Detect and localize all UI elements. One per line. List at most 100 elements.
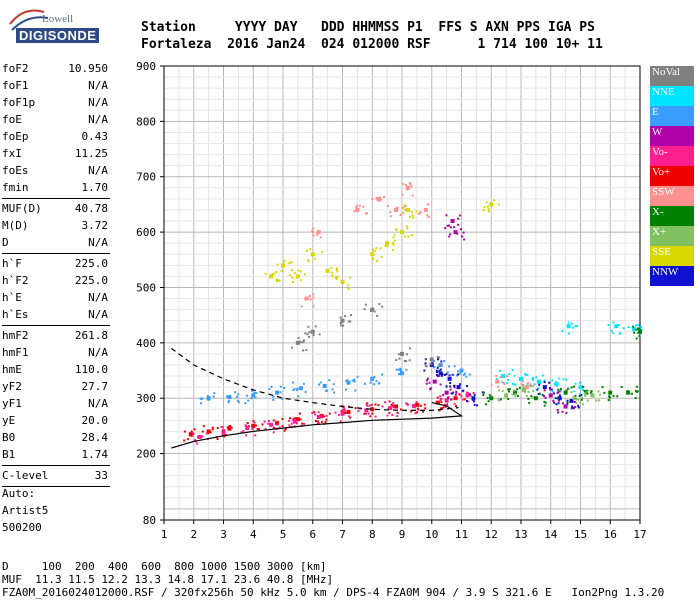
echo-dot [415, 210, 418, 213]
echo-dot [553, 401, 556, 404]
echo-dot [220, 425, 223, 428]
echo-dot [435, 369, 438, 372]
echo-dot [529, 383, 532, 386]
echo-dot [383, 196, 386, 199]
echo-dot [590, 391, 593, 394]
echo-dot [635, 324, 638, 327]
echo-point [227, 426, 232, 431]
echo-dot [242, 429, 245, 432]
echo-dot [323, 415, 326, 418]
echo-dot [365, 403, 368, 406]
echo-point [292, 419, 297, 424]
echo-dot [223, 435, 226, 438]
echo-dot [240, 431, 243, 434]
x-tick-label: 14 [544, 528, 558, 541]
echo-dot [410, 234, 413, 237]
echo-dot [337, 414, 340, 417]
echo-dot [457, 223, 460, 226]
echo-dot [543, 381, 546, 384]
echo-dot [507, 378, 510, 381]
echo-point [444, 390, 449, 395]
echo-dot [541, 374, 544, 377]
echo-dot [209, 431, 212, 434]
echo-dot [291, 276, 294, 279]
echo-dot [347, 287, 350, 290]
echo-dot [355, 206, 358, 209]
legend-item-vo-: Vo+ [650, 166, 694, 186]
echo-point [590, 393, 595, 398]
echo-dot [535, 376, 538, 379]
echo-dot [221, 428, 224, 431]
param-row: foEs N/A [2, 162, 110, 179]
echo-dot [314, 325, 317, 328]
echo-dot [273, 272, 276, 275]
echo-dot [526, 387, 529, 390]
echo-dot [636, 327, 639, 330]
echo-dot [381, 305, 384, 308]
echo-dot [324, 421, 327, 424]
echo-point [295, 417, 300, 422]
x-tick-label: 10 [425, 528, 438, 541]
echo-dot [230, 426, 233, 429]
echo-dot [436, 396, 439, 399]
echo-dot [251, 427, 254, 430]
echo-dot [379, 247, 382, 250]
echo-dot [455, 374, 458, 377]
echo-dot [536, 388, 539, 391]
echo-dot [443, 360, 446, 363]
echo-dot [199, 402, 202, 405]
logo-digisonde-text: DIGISONDE [16, 28, 100, 43]
echo-dot [581, 396, 584, 399]
echo-dot [396, 415, 399, 418]
echo-dot [350, 314, 353, 317]
echo-point [400, 230, 404, 235]
echo-dot [275, 270, 278, 273]
echo-point [563, 390, 568, 395]
echo-dot [507, 397, 510, 400]
echo-dot [572, 407, 575, 410]
echo-dot [205, 432, 208, 435]
echo-dot [573, 400, 576, 403]
echo-dot [307, 259, 310, 262]
echo-dot [526, 373, 529, 376]
echo-point [251, 393, 256, 398]
echo-dot [411, 194, 414, 197]
echo-dot [453, 402, 456, 405]
echo-dot [461, 390, 464, 393]
echo-point [385, 241, 390, 246]
echo-dot [196, 442, 199, 445]
param-row: B0 28.4 [2, 429, 110, 446]
echo-dot [292, 389, 295, 392]
echo-dot [397, 353, 400, 356]
echo-dot [410, 410, 413, 413]
echo-dot [567, 401, 570, 404]
echo-dot [438, 356, 441, 359]
autoscaling-info: Auto: Artist5 500200 [2, 485, 48, 536]
echo-dot [363, 308, 366, 311]
echo-dot [513, 389, 516, 392]
echo-dot [551, 390, 554, 393]
echo-dot [532, 378, 535, 381]
echo-point [295, 340, 300, 345]
echo-dot [333, 391, 336, 394]
echo-dot [281, 397, 284, 400]
echo-dot [378, 200, 381, 203]
echo-dot [565, 412, 568, 415]
echo-point [504, 393, 509, 398]
echo-dot [514, 383, 517, 386]
echo-dot [483, 205, 486, 208]
param-name: C-level [2, 469, 49, 482]
echo-dot [276, 280, 279, 283]
echo-dot [381, 405, 384, 408]
echo-dot [196, 435, 199, 438]
echo-dot [463, 398, 466, 401]
echo-dot [272, 431, 275, 434]
echo-dot [423, 403, 426, 406]
echo-point [638, 329, 642, 334]
echo-dot [638, 327, 641, 330]
echo-dot [437, 365, 440, 368]
echo-dot [607, 399, 610, 402]
param-row: hmF2 261.8 [2, 327, 110, 344]
echo-dot [514, 395, 517, 398]
echo-dot [487, 208, 490, 211]
